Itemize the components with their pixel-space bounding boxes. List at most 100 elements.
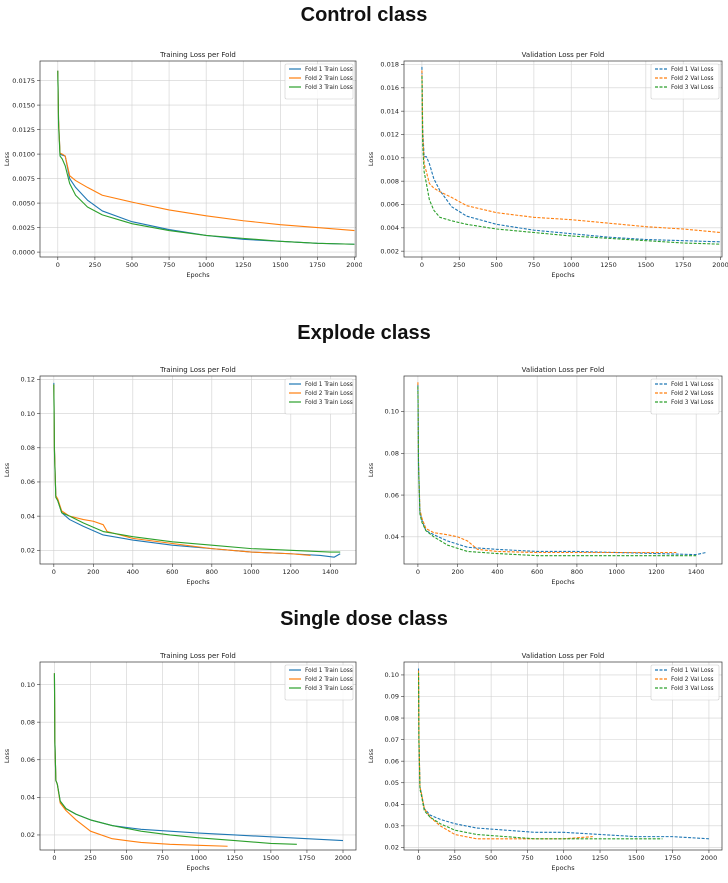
y-tick-label: 0.06 — [21, 756, 35, 764]
x-tick-label: 2000 — [346, 261, 362, 269]
legend-label-fold-1: Fold 1 Train Loss — [305, 382, 353, 388]
chart-svg: Validation Loss per Fold 0 200 400 600 800 100… — [367, 366, 723, 586]
legend-label-fold-3: Fold 3 Val Loss — [671, 400, 714, 406]
x-tick-label: 0 — [416, 854, 420, 862]
x-tick-label: 1000 — [608, 568, 625, 576]
chart-title: Training Loss per Fold — [159, 366, 236, 374]
legend-label-fold-3: Fold 3 Train Loss — [305, 85, 353, 91]
legend-label-fold-2: Fold 2 Val Loss — [671, 391, 714, 397]
y-tick-label: 0.05 — [385, 779, 399, 787]
legend-label-fold-1: Fold 1 Val Loss — [671, 668, 714, 674]
chart-single-dose-val: Validation Loss per Fold 0 250 500 750 1000 12… — [364, 646, 728, 878]
section-title-explode: Explode class — [297, 322, 431, 344]
x-tick-label: 750 — [156, 854, 168, 862]
legend-box — [650, 378, 720, 415]
legend-label-fold-3: Fold 3 Train Loss — [305, 686, 353, 692]
x-tick-label: 1200 — [283, 568, 300, 576]
series-line-fold-3 — [57, 70, 355, 245]
legend-box — [284, 63, 354, 100]
legend-label-fold-1: Fold 1 Train Loss — [305, 668, 353, 674]
x-tick-label: 250 — [89, 261, 101, 269]
x-tick-label: 2000 — [701, 854, 718, 862]
x-tick-label: 0 — [56, 261, 60, 269]
y-tick-label: 0.12 — [21, 376, 35, 384]
y-tick-label: 0.06 — [21, 478, 35, 486]
y-tick-label: 0.08 — [21, 718, 35, 726]
legend-box — [284, 664, 354, 701]
y-tick-label: 0.04 — [21, 512, 35, 520]
x-tick-label: 500 — [490, 261, 502, 269]
chart-explode-train: Training Loss per Fold 0 200 400 600 800 1000 1… — [0, 360, 362, 592]
legend-label-fold-2: Fold 2 Train Loss — [305, 76, 353, 82]
x-tick-label: 1000 — [555, 854, 572, 862]
chart-title: Training Loss per Fold — [159, 652, 236, 660]
x-tick-label: 400 — [127, 568, 139, 576]
x-tick-label: 750 — [163, 261, 175, 269]
x-tick-label: 800 — [571, 568, 583, 576]
y-tick-label: 0.0175 — [12, 77, 35, 85]
x-tick-label: 400 — [491, 568, 503, 576]
y-tick-label: 0.010 — [380, 154, 399, 162]
y-tick-label: 0.0150 — [12, 101, 35, 109]
plot-frame — [403, 375, 723, 565]
legend-label-fold-2: Fold 2 Train Loss — [305, 677, 353, 683]
section-title-control: Control class — [300, 4, 428, 26]
y-axis-label: Loss — [3, 462, 11, 477]
chart-svg: Training Loss per Fold 0 250 500 750 1000 1250… — [3, 51, 363, 279]
x-tick-label: 1250 — [235, 261, 252, 269]
x-tick-label: 250 — [84, 854, 96, 862]
y-tick-label: 0.004 — [380, 224, 399, 232]
x-tick-label: 1000 — [563, 261, 580, 269]
y-tick-label: 0.012 — [380, 131, 399, 139]
x-tick-label: 1250 — [600, 261, 617, 269]
y-tick-label: 0.0000 — [12, 248, 35, 256]
x-tick-label: 600 — [531, 568, 543, 576]
chart-title: Validation Loss per Fold — [522, 366, 605, 374]
x-tick-label: 1750 — [675, 261, 692, 269]
legend-label-fold-3: Fold 3 Val Loss — [671, 686, 714, 692]
chart-title: Training Loss per Fold — [159, 51, 236, 59]
x-tick-label: 1250 — [227, 854, 244, 862]
y-tick-label: 0.0075 — [12, 175, 35, 183]
legend-label-fold-2: Fold 2 Train Loss — [305, 391, 353, 397]
y-tick-label: 0.0100 — [12, 150, 35, 158]
legend-label-fold-3: Fold 3 Train Loss — [305, 400, 353, 406]
y-axis-label: Loss — [3, 151, 11, 166]
y-tick-label: 0.04 — [21, 794, 35, 802]
y-axis-label: Loss — [367, 462, 375, 477]
x-tick-label: 0 — [420, 261, 424, 269]
legend-label-fold-1: Fold 1 Train Loss — [305, 67, 353, 73]
y-tick-label: 0.014 — [380, 107, 399, 115]
x-tick-label: 2000 — [712, 261, 728, 269]
chart-control-train: Training Loss per Fold 0 250 500 750 1000 1250… — [0, 45, 363, 285]
x-tick-label: 1500 — [272, 261, 289, 269]
x-tick-label: 750 — [528, 261, 540, 269]
chart-svg: Validation Loss per Fold 0 250 500 750 1000 12… — [367, 652, 723, 872]
chart-single-dose-train: Training Loss per Fold 0 250 500 750 1000 1250… — [0, 646, 362, 878]
y-tick-label: 0.10 — [21, 681, 35, 689]
chart-title: Validation Loss per Fold — [522, 652, 605, 660]
plot-frame — [39, 60, 357, 258]
chart-title: Validation Loss per Fold — [522, 51, 605, 59]
plot-frame — [403, 661, 723, 851]
x-tick-label: 1750 — [664, 854, 681, 862]
y-tick-label: 0.08 — [385, 714, 399, 722]
x-tick-label: 0 — [52, 854, 56, 862]
x-tick-label: 500 — [120, 854, 132, 862]
series-line-fold-3 — [53, 384, 341, 553]
legend-label-fold-3: Fold 3 Val Loss — [671, 85, 714, 91]
chart-control-val: Validation Loss per Fold 0 250 500 750 1000 12… — [364, 45, 728, 285]
x-tick-label: 0 — [52, 568, 56, 576]
x-axis-label: Epochs — [186, 578, 210, 586]
x-tick-label: 800 — [206, 568, 218, 576]
y-tick-label: 0.08 — [21, 444, 35, 452]
x-tick-label: 1750 — [299, 854, 316, 862]
legend-box — [650, 664, 720, 701]
series-line-fold-2 — [53, 384, 311, 556]
series-line-fold-2 — [57, 70, 355, 232]
y-tick-label: 0.0050 — [12, 199, 35, 207]
x-axis-label: Epochs — [551, 864, 575, 872]
x-axis-label: Epochs — [551, 578, 575, 586]
y-tick-label: 0.10 — [21, 410, 35, 418]
x-tick-label: 1000 — [198, 261, 215, 269]
